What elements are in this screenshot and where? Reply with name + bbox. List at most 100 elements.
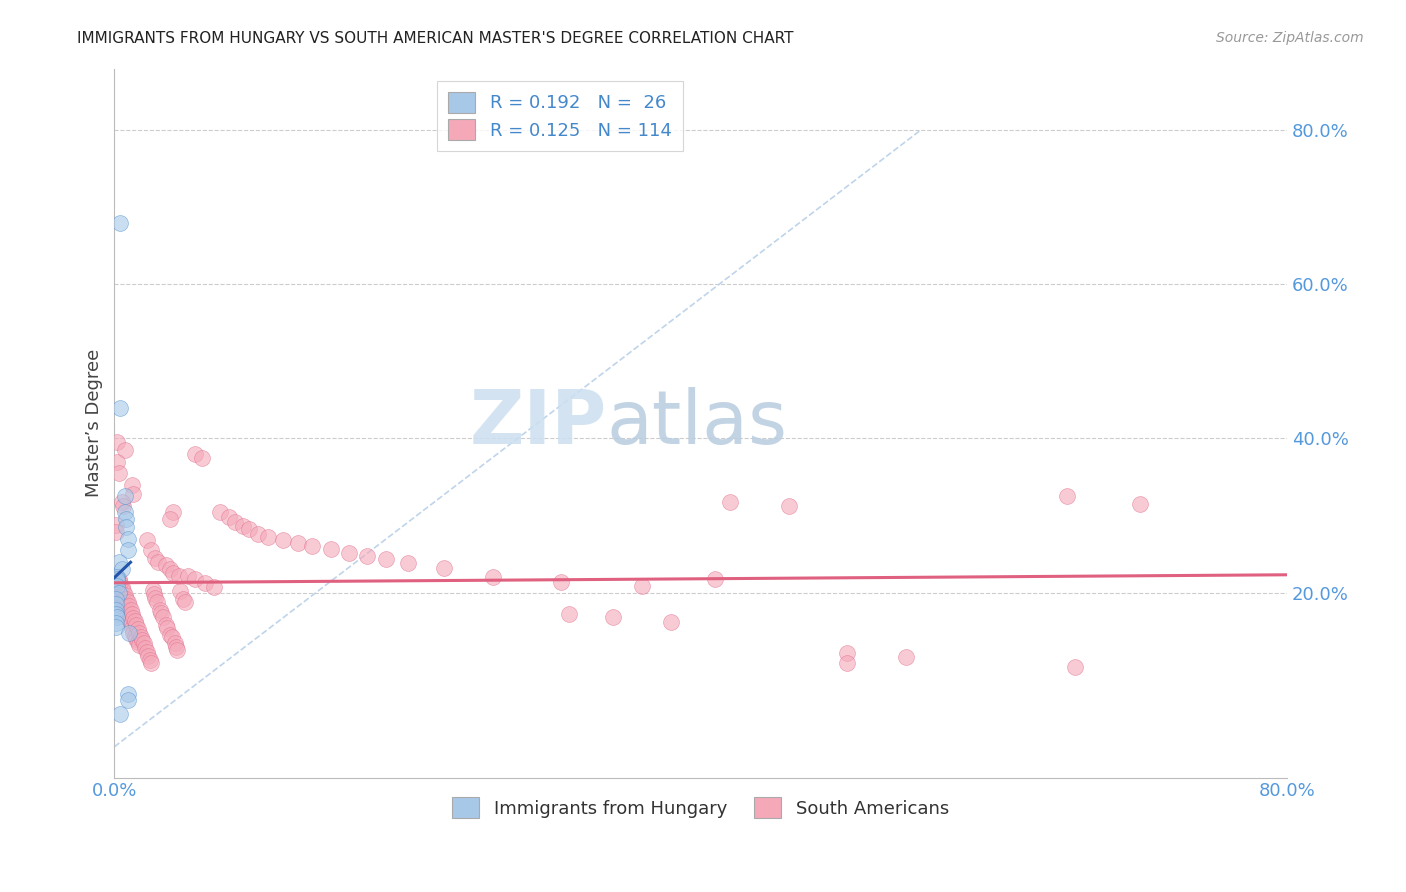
Point (115, 512, 138, 526)
Point (337, 545, 360, 559)
Point (127, 622, 149, 636)
Point (191, 450, 214, 465)
Point (108, 555, 131, 569)
Point (287, 536, 309, 550)
Point (160, 630, 183, 644)
Point (114, 489, 136, 503)
Point (117, 687, 139, 701)
Point (105, 572, 128, 586)
Point (136, 648, 159, 663)
Point (718, 494, 741, 508)
Point (121, 621, 143, 635)
Point (135, 645, 157, 659)
Point (163, 636, 186, 650)
Point (121, 477, 143, 491)
Point (110, 576, 132, 591)
Point (143, 587, 166, 601)
Point (124, 629, 146, 643)
Text: atlas: atlas (607, 386, 787, 459)
Point (159, 512, 181, 526)
Point (104, 620, 127, 634)
Point (145, 550, 167, 565)
Point (166, 642, 188, 657)
Point (122, 611, 145, 625)
Point (104, 607, 127, 622)
Point (159, 562, 181, 576)
Point (224, 515, 246, 529)
Point (105, 570, 128, 584)
Point (110, 588, 132, 602)
Point (115, 602, 138, 616)
Point (118, 599, 141, 614)
Point (550, 574, 572, 589)
Point (125, 618, 148, 632)
Point (114, 505, 136, 519)
Point (159, 628, 181, 642)
Point (155, 618, 177, 632)
Point (139, 543, 162, 558)
Text: Source: ZipAtlas.com: Source: ZipAtlas.com (1216, 31, 1364, 45)
Point (661, 615, 683, 629)
Point (134, 641, 156, 656)
Point (111, 562, 134, 576)
Point (111, 494, 134, 508)
Point (150, 607, 173, 621)
Point (104, 597, 127, 611)
Point (111, 591, 134, 605)
Point (111, 580, 134, 594)
Point (108, 572, 131, 586)
Point (112, 595, 135, 609)
Point (396, 557, 419, 571)
Point (139, 657, 162, 671)
Point (117, 532, 139, 546)
Point (132, 636, 155, 650)
Point (105, 579, 128, 593)
Point (121, 607, 143, 622)
Point (105, 576, 128, 591)
Point (152, 610, 174, 624)
Point (124, 614, 146, 628)
Point (184, 447, 207, 461)
Point (481, 570, 503, 584)
Point (104, 584, 127, 599)
Point (631, 579, 654, 593)
Point (558, 607, 581, 622)
Text: ZIP: ZIP (470, 386, 607, 459)
Point (108, 466, 131, 480)
Point (194, 576, 217, 591)
Point (356, 549, 378, 563)
Point (238, 522, 260, 536)
Point (173, 595, 195, 609)
Point (156, 621, 179, 635)
Point (129, 630, 152, 644)
Point (321, 542, 343, 557)
Point (117, 693, 139, 707)
Point (128, 625, 150, 640)
Point (138, 653, 160, 667)
Point (114, 588, 136, 602)
Point (1063, 660, 1085, 674)
Point (117, 595, 139, 609)
Point (167, 568, 190, 582)
Point (257, 530, 280, 544)
Point (165, 640, 187, 654)
Point (894, 650, 917, 665)
Point (120, 616, 142, 631)
Point (433, 561, 456, 575)
Point (122, 625, 145, 640)
Point (162, 566, 184, 580)
Point (115, 520, 138, 534)
Point (1129, 497, 1152, 511)
Point (184, 572, 207, 586)
Point (105, 574, 128, 588)
Text: IMMIGRANTS FROM HUNGARY VS SOUTH AMERICAN MASTER'S DEGREE CORRELATION CHART: IMMIGRANTS FROM HUNGARY VS SOUTH AMERICA… (77, 31, 794, 46)
Point (125, 632, 148, 646)
Point (104, 517, 127, 532)
Point (105, 454, 128, 468)
Point (837, 657, 859, 671)
Point (778, 500, 800, 514)
Point (704, 572, 727, 586)
Point (149, 602, 172, 616)
Point (122, 487, 145, 501)
Point (172, 591, 194, 606)
